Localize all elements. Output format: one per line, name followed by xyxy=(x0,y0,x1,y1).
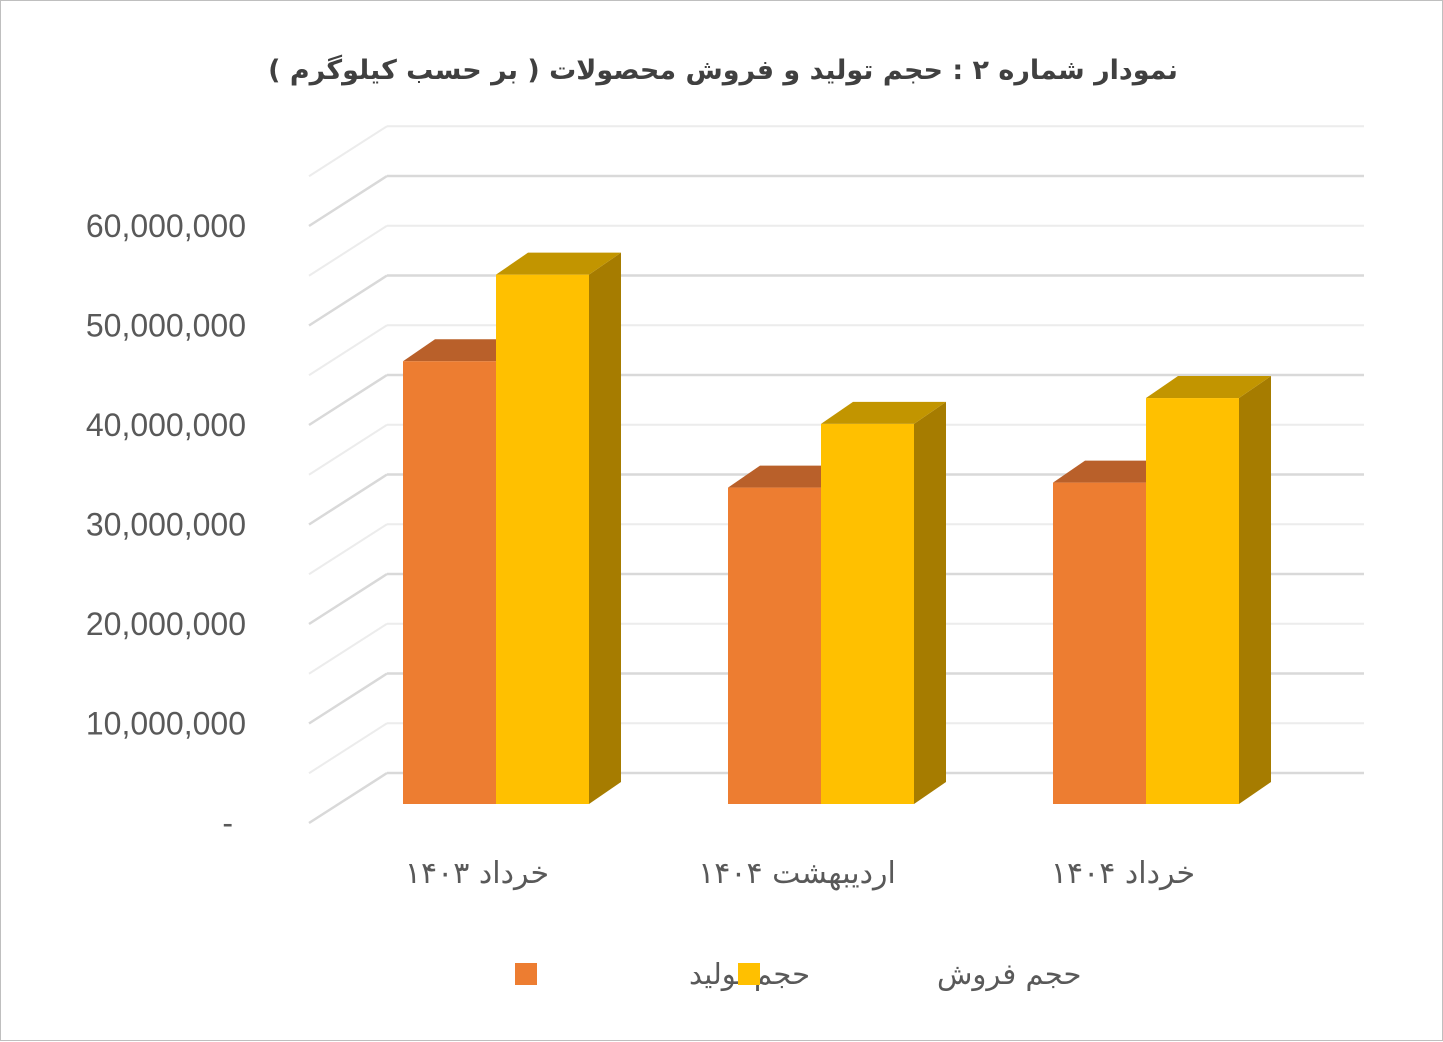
gridline-major-side xyxy=(308,771,388,825)
bar-top xyxy=(821,401,946,424)
gridline-minor-side xyxy=(308,423,388,476)
y-tick-label: - xyxy=(222,805,233,841)
gridline-minor-side xyxy=(308,125,388,178)
gridline-major-side xyxy=(308,672,388,725)
gridline-minor-side xyxy=(308,324,388,377)
legend-swatch xyxy=(738,963,760,985)
gridline-major-side xyxy=(308,373,388,427)
y-tick-label: 40,000,000 xyxy=(86,407,246,443)
y-tick-label: 60,000,000 xyxy=(86,208,246,244)
bar-sales xyxy=(821,401,946,804)
bar-front xyxy=(728,487,821,804)
gridline-minor-side xyxy=(308,722,388,775)
bar-front xyxy=(821,423,914,804)
bar-front xyxy=(496,274,589,804)
bar-side xyxy=(914,401,946,804)
y-tick-label: 10,000,000 xyxy=(86,706,246,742)
bar-front xyxy=(1146,398,1239,804)
gridline-minor-side xyxy=(308,622,388,675)
bar-side xyxy=(589,252,621,804)
legend: حجم تولید حجم فروش xyxy=(515,957,1081,992)
chart-title: نمودار شماره ۲ : حجم تولید و فروش محصولا… xyxy=(268,54,1178,86)
x-tick-label: اردیبهشت ۱۴۰۴ xyxy=(698,856,896,891)
y-axis: - 10,000,000 20,000,000 30,000,000 40,000,00… xyxy=(86,208,246,841)
y-tick-label: 50,000,000 xyxy=(86,308,246,344)
gridline-minor-side xyxy=(308,523,388,576)
x-tick-label: خرداد ۱۴۰۳ xyxy=(405,856,549,891)
bars xyxy=(403,252,1271,804)
bar-front xyxy=(403,361,496,804)
x-axis: خرداد ۱۴۰۳ اردیبهشت ۱۴۰۴ خرداد ۱۴۰۴ xyxy=(405,856,1195,891)
bar-sales xyxy=(1146,376,1271,804)
gridline-major-side xyxy=(308,473,388,526)
bar-sales xyxy=(496,252,621,804)
bar-top xyxy=(496,252,621,275)
legend-swatch xyxy=(515,963,537,985)
bar-front xyxy=(1053,482,1146,804)
gridline-major-side xyxy=(308,572,388,626)
y-tick-label: 30,000,000 xyxy=(86,507,246,543)
legend-label: حجم فروش xyxy=(937,957,1081,992)
y-tick-label: 20,000,000 xyxy=(86,606,246,642)
gridline-major-side xyxy=(308,174,388,228)
gridline-minor-side xyxy=(308,224,388,277)
gridline-major-side xyxy=(308,274,388,327)
bar-top xyxy=(1146,376,1271,399)
x-tick-label: خرداد ۱۴۰۴ xyxy=(1051,856,1195,891)
bar-side xyxy=(1239,376,1271,804)
